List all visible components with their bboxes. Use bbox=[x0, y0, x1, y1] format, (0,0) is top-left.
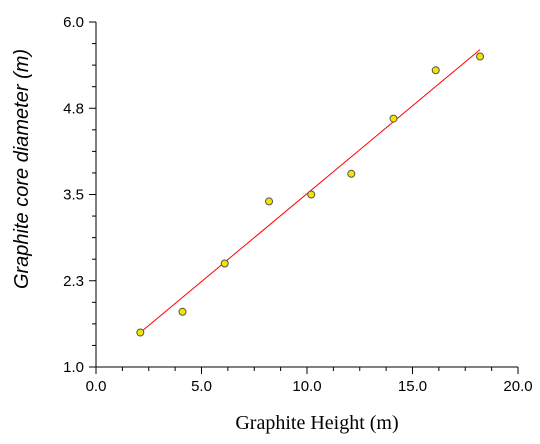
y-tick-label: 3.5 bbox=[63, 187, 84, 204]
data-point bbox=[431, 66, 440, 75]
data-point bbox=[220, 259, 229, 268]
data-points bbox=[136, 52, 485, 337]
x-axis-label: Graphite Height (m) bbox=[235, 412, 398, 434]
x-tick-label: 5.0 bbox=[191, 378, 212, 395]
data-point bbox=[178, 307, 187, 316]
data-point bbox=[265, 197, 274, 206]
data-point bbox=[389, 114, 398, 123]
ticks bbox=[89, 21, 519, 374]
data-point bbox=[476, 52, 485, 61]
data-point bbox=[307, 190, 316, 199]
y-tick-label: 6.0 bbox=[63, 14, 84, 31]
y-tick-label: 4.8 bbox=[63, 100, 84, 117]
data-point bbox=[136, 328, 145, 337]
y-axis-label: Graphite core diameter (m) bbox=[11, 49, 33, 289]
x-tick-label: 15.0 bbox=[398, 378, 427, 395]
axes bbox=[95, 22, 518, 368]
x-tick-label: 10.0 bbox=[292, 378, 321, 395]
x-tick-label: 20.0 bbox=[503, 378, 532, 395]
tick-labels: 0.0 5.0 10.0 15.0 20.0 1.0 2.3 3.5 4.8 6.0 bbox=[63, 14, 532, 395]
y-tick-label: 1.0 bbox=[63, 359, 84, 376]
data-point bbox=[347, 169, 356, 178]
x-tick-label: 0.0 bbox=[86, 378, 107, 395]
y-tick-label: 2.3 bbox=[63, 273, 84, 290]
